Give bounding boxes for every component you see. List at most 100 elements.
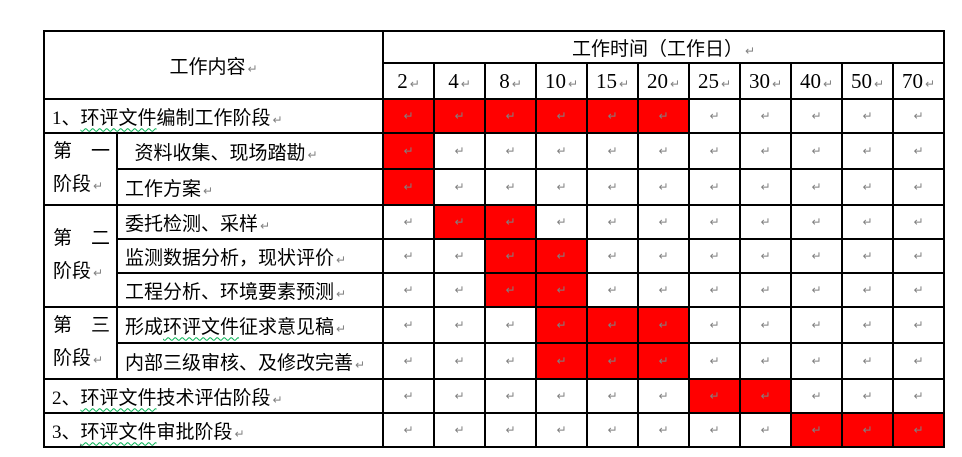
task-label-cell[interactable]: 1、环评文件编制工作阶段 ↵ bbox=[43, 98, 384, 134]
gantt-cell-stage1-data-collection-day-8[interactable]: ↵ bbox=[484, 132, 537, 170]
gantt-cell-phase-2-technical-evaluation-day-4[interactable]: ↵ bbox=[433, 378, 486, 414]
gantt-cell-stage1-work-plan-day-50[interactable]: ↵ bbox=[841, 168, 894, 206]
gantt-cell-phase-3-approval-day-15[interactable]: ↵ bbox=[586, 412, 639, 448]
gantt-cell-stage1-data-collection-day-40[interactable]: ↵ bbox=[790, 132, 843, 170]
day-header-cell-4[interactable]: 4 ↵ bbox=[433, 62, 486, 100]
gantt-cell-stage1-work-plan-day-20[interactable]: ↵ bbox=[637, 168, 690, 206]
gantt-cell-stage3-internal-review-day-10[interactable]: ↵ bbox=[535, 342, 588, 380]
gantt-cell-stage3-draft-for-comments-day-50[interactable]: ↵ bbox=[841, 306, 894, 344]
gantt-cell-stage2-project-analysis-day-25[interactable]: ↵ bbox=[688, 272, 741, 308]
gantt-cell-stage3-internal-review-day-15[interactable]: ↵ bbox=[586, 342, 639, 380]
gantt-cell-stage2-project-analysis-day-20[interactable]: ↵ bbox=[637, 272, 690, 308]
gantt-cell-phase-3-approval-day-25[interactable]: ↵ bbox=[688, 412, 741, 448]
gantt-cell-stage3-internal-review-day-25[interactable]: ↵ bbox=[688, 342, 741, 380]
gantt-cell-stage3-internal-review-day-30[interactable]: ↵ bbox=[739, 342, 792, 380]
gantt-cell-phase-2-technical-evaluation-day-40[interactable]: ↵ bbox=[790, 378, 843, 414]
day-header-cell-70[interactable]: 70 ↵ bbox=[892, 62, 945, 100]
gantt-cell-stage3-internal-review-day-40[interactable]: ↵ bbox=[790, 342, 843, 380]
gantt-cell-stage2-monitoring-analysis-day-70[interactable]: ↵ bbox=[892, 238, 945, 274]
stage-cell-2[interactable]: 第 二阶段 ↵ bbox=[43, 204, 118, 308]
gantt-cell-stage3-draft-for-comments-day-8[interactable]: ↵ bbox=[484, 306, 537, 344]
gantt-cell-stage2-commissioned-sampling-day-30[interactable]: ↵ bbox=[739, 204, 792, 240]
gantt-cell-phase-2-technical-evaluation-day-30[interactable]: ↵ bbox=[739, 378, 792, 414]
gantt-cell-phase-3-approval-day-40[interactable]: ↵ bbox=[790, 412, 843, 448]
task-label-cell[interactable]: 工程分析、环境要素预测 ↵ bbox=[116, 272, 384, 308]
gantt-cell-phase-2-technical-evaluation-day-10[interactable]: ↵ bbox=[535, 378, 588, 414]
gantt-cell-phase-1-compilation-day-10[interactable]: ↵ bbox=[535, 98, 588, 134]
time-header-cell[interactable]: 工作时间（工作日） ↵ bbox=[382, 30, 945, 64]
gantt-cell-stage1-data-collection-day-20[interactable]: ↵ bbox=[637, 132, 690, 170]
gantt-cell-stage3-internal-review-day-4[interactable]: ↵ bbox=[433, 342, 486, 380]
gantt-cell-stage1-work-plan-day-2[interactable]: ↵ bbox=[382, 168, 435, 206]
gantt-cell-stage2-monitoring-analysis-day-30[interactable]: ↵ bbox=[739, 238, 792, 274]
gantt-cell-stage3-draft-for-comments-day-70[interactable]: ↵ bbox=[892, 306, 945, 344]
task-label-cell[interactable]: 监测数据分析，现状评价 ↵ bbox=[116, 238, 384, 274]
stage-cell-3[interactable]: 第 三阶段 ↵ bbox=[43, 306, 118, 380]
gantt-cell-stage3-draft-for-comments-day-40[interactable]: ↵ bbox=[790, 306, 843, 344]
day-header-cell-30[interactable]: 30 ↵ bbox=[739, 62, 792, 100]
gantt-cell-stage2-commissioned-sampling-day-50[interactable]: ↵ bbox=[841, 204, 894, 240]
task-label-cell[interactable]: 2、环评文件技术评估阶段 ↵ bbox=[43, 378, 384, 414]
gantt-cell-phase-3-approval-day-4[interactable]: ↵ bbox=[433, 412, 486, 448]
gantt-cell-stage2-project-analysis-day-10[interactable]: ↵ bbox=[535, 272, 588, 308]
task-label-cell[interactable]: 委托检测、采样 ↵ bbox=[116, 204, 384, 240]
gantt-cell-phase-1-compilation-day-2[interactable]: ↵ bbox=[382, 98, 435, 134]
gantt-cell-stage1-data-collection-day-70[interactable]: ↵ bbox=[892, 132, 945, 170]
gantt-cell-stage1-work-plan-day-70[interactable]: ↵ bbox=[892, 168, 945, 206]
content-header-cell[interactable]: 工作内容 ↵ bbox=[43, 30, 384, 100]
gantt-cell-phase-2-technical-evaluation-day-50[interactable]: ↵ bbox=[841, 378, 894, 414]
gantt-cell-phase-3-approval-day-8[interactable]: ↵ bbox=[484, 412, 537, 448]
gantt-cell-stage2-project-analysis-day-15[interactable]: ↵ bbox=[586, 272, 639, 308]
gantt-cell-phase-2-technical-evaluation-day-2[interactable]: ↵ bbox=[382, 378, 435, 414]
gantt-cell-stage2-monitoring-analysis-day-4[interactable]: ↵ bbox=[433, 238, 486, 274]
day-header-cell-15[interactable]: 15 ↵ bbox=[586, 62, 639, 100]
gantt-cell-stage3-draft-for-comments-day-4[interactable]: ↵ bbox=[433, 306, 486, 344]
gantt-cell-phase-1-compilation-day-15[interactable]: ↵ bbox=[586, 98, 639, 134]
gantt-cell-stage3-internal-review-day-20[interactable]: ↵ bbox=[637, 342, 690, 380]
gantt-cell-phase-1-compilation-day-50[interactable]: ↵ bbox=[841, 98, 894, 134]
gantt-cell-stage2-project-analysis-day-4[interactable]: ↵ bbox=[433, 272, 486, 308]
day-header-cell-10[interactable]: 10 ↵ bbox=[535, 62, 588, 100]
gantt-cell-stage1-data-collection-day-15[interactable]: ↵ bbox=[586, 132, 639, 170]
gantt-cell-stage3-draft-for-comments-day-15[interactable]: ↵ bbox=[586, 306, 639, 344]
gantt-cell-stage3-draft-for-comments-day-25[interactable]: ↵ bbox=[688, 306, 741, 344]
gantt-cell-phase-1-compilation-day-40[interactable]: ↵ bbox=[790, 98, 843, 134]
task-label-cell[interactable]: 形成环评文件征求意见稿 ↵ bbox=[116, 306, 384, 344]
gantt-cell-phase-2-technical-evaluation-day-20[interactable]: ↵ bbox=[637, 378, 690, 414]
gantt-cell-stage3-draft-for-comments-day-20[interactable]: ↵ bbox=[637, 306, 690, 344]
gantt-cell-stage1-work-plan-day-8[interactable]: ↵ bbox=[484, 168, 537, 206]
day-header-cell-25[interactable]: 25 ↵ bbox=[688, 62, 741, 100]
gantt-cell-phase-1-compilation-day-70[interactable]: ↵ bbox=[892, 98, 945, 134]
gantt-cell-phase-2-technical-evaluation-day-25[interactable]: ↵ bbox=[688, 378, 741, 414]
gantt-cell-stage2-monitoring-analysis-day-10[interactable]: ↵ bbox=[535, 238, 588, 274]
gantt-cell-stage2-monitoring-analysis-day-15[interactable]: ↵ bbox=[586, 238, 639, 274]
gantt-cell-stage3-draft-for-comments-day-2[interactable]: ↵ bbox=[382, 306, 435, 344]
gantt-cell-stage1-data-collection-day-30[interactable]: ↵ bbox=[739, 132, 792, 170]
gantt-cell-stage2-project-analysis-day-30[interactable]: ↵ bbox=[739, 272, 792, 308]
gantt-cell-stage1-data-collection-day-10[interactable]: ↵ bbox=[535, 132, 588, 170]
gantt-cell-phase-1-compilation-day-30[interactable]: ↵ bbox=[739, 98, 792, 134]
gantt-cell-stage2-monitoring-analysis-day-20[interactable]: ↵ bbox=[637, 238, 690, 274]
gantt-cell-stage3-draft-for-comments-day-30[interactable]: ↵ bbox=[739, 306, 792, 344]
gantt-cell-stage2-monitoring-analysis-day-40[interactable]: ↵ bbox=[790, 238, 843, 274]
gantt-cell-stage3-internal-review-day-70[interactable]: ↵ bbox=[892, 342, 945, 380]
gantt-cell-stage2-project-analysis-day-70[interactable]: ↵ bbox=[892, 272, 945, 308]
day-header-cell-2[interactable]: 2 ↵ bbox=[382, 62, 435, 100]
gantt-cell-stage2-monitoring-analysis-day-50[interactable]: ↵ bbox=[841, 238, 894, 274]
gantt-cell-stage2-commissioned-sampling-day-15[interactable]: ↵ bbox=[586, 204, 639, 240]
gantt-cell-stage1-work-plan-day-40[interactable]: ↵ bbox=[790, 168, 843, 206]
gantt-cell-stage1-work-plan-day-10[interactable]: ↵ bbox=[535, 168, 588, 206]
gantt-cell-stage3-internal-review-day-8[interactable]: ↵ bbox=[484, 342, 537, 380]
gantt-cell-phase-1-compilation-day-20[interactable]: ↵ bbox=[637, 98, 690, 134]
gantt-cell-stage3-draft-for-comments-day-10[interactable]: ↵ bbox=[535, 306, 588, 344]
gantt-cell-stage1-work-plan-day-30[interactable]: ↵ bbox=[739, 168, 792, 206]
gantt-cell-stage1-data-collection-day-25[interactable]: ↵ bbox=[688, 132, 741, 170]
gantt-cell-stage2-project-analysis-day-40[interactable]: ↵ bbox=[790, 272, 843, 308]
gantt-cell-phase-3-approval-day-30[interactable]: ↵ bbox=[739, 412, 792, 448]
gantt-cell-phase-1-compilation-day-8[interactable]: ↵ bbox=[484, 98, 537, 134]
day-header-cell-50[interactable]: 50 ↵ bbox=[841, 62, 894, 100]
task-label-cell[interactable]: 工作方案 ↵ bbox=[116, 168, 384, 206]
gantt-cell-stage2-commissioned-sampling-day-4[interactable]: ↵ bbox=[433, 204, 486, 240]
gantt-cell-stage3-internal-review-day-2[interactable]: ↵ bbox=[382, 342, 435, 380]
gantt-cell-stage2-commissioned-sampling-day-8[interactable]: ↵ bbox=[484, 204, 537, 240]
